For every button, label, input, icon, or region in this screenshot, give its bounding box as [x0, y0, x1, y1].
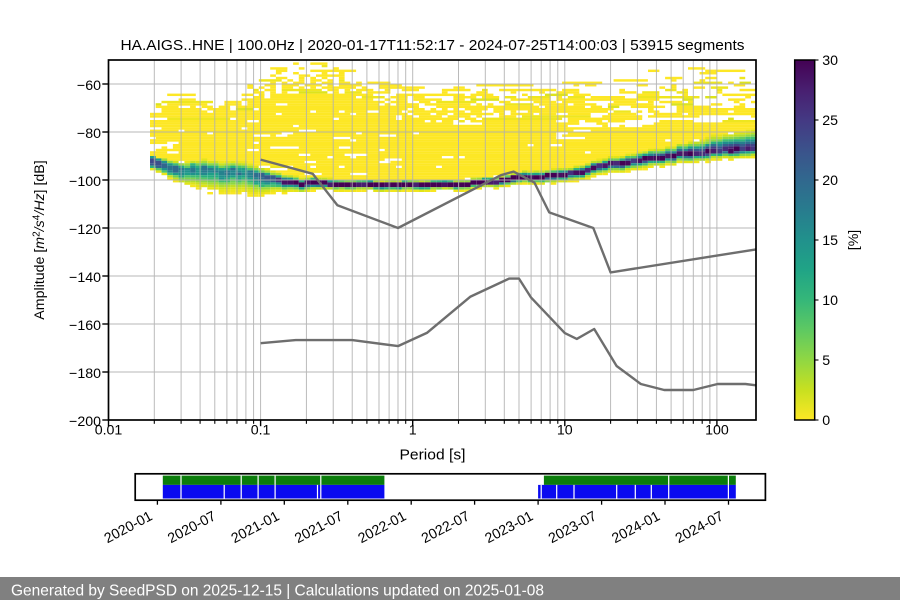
svg-text:−160: −160	[69, 318, 101, 334]
svg-text:−80: −80	[77, 126, 101, 142]
svg-text:−120: −120	[69, 222, 101, 238]
svg-text:[%]: [%]	[846, 230, 862, 251]
svg-text:10: 10	[822, 293, 838, 309]
svg-text:0: 0	[822, 413, 830, 429]
svg-text:25: 25	[822, 113, 838, 129]
svg-text:30: 30	[822, 53, 838, 69]
svg-text:−140: −140	[69, 270, 101, 286]
svg-text:10: 10	[557, 422, 573, 438]
svg-text:Period [s]: Period [s]	[400, 447, 466, 463]
svg-text:15: 15	[822, 233, 838, 249]
svg-text:0.1: 0.1	[251, 422, 271, 438]
svg-text:−100: −100	[69, 174, 101, 190]
svg-text:HA.AIGS..HNE | 100.0Hz | 2020-: HA.AIGS..HNE | 100.0Hz | 2020-01-17T11:5…	[121, 38, 745, 54]
svg-text:1: 1	[409, 422, 417, 438]
svg-text:0.01: 0.01	[95, 422, 123, 438]
svg-text:100: 100	[705, 422, 729, 438]
svg-text:Generated by SeedPSD on 2025-1: Generated by SeedPSD on 2025-12-15 | Cal…	[11, 583, 544, 600]
svg-text:−200: −200	[69, 414, 101, 430]
svg-text:−180: −180	[69, 366, 101, 382]
svg-text:Amplitude [m2/s4/Hz] [dB]: Amplitude [m2/s4/Hz] [dB]	[32, 160, 49, 319]
svg-text:20: 20	[822, 173, 838, 189]
svg-text:−60: −60	[77, 78, 101, 94]
svg-text:5: 5	[822, 353, 830, 369]
